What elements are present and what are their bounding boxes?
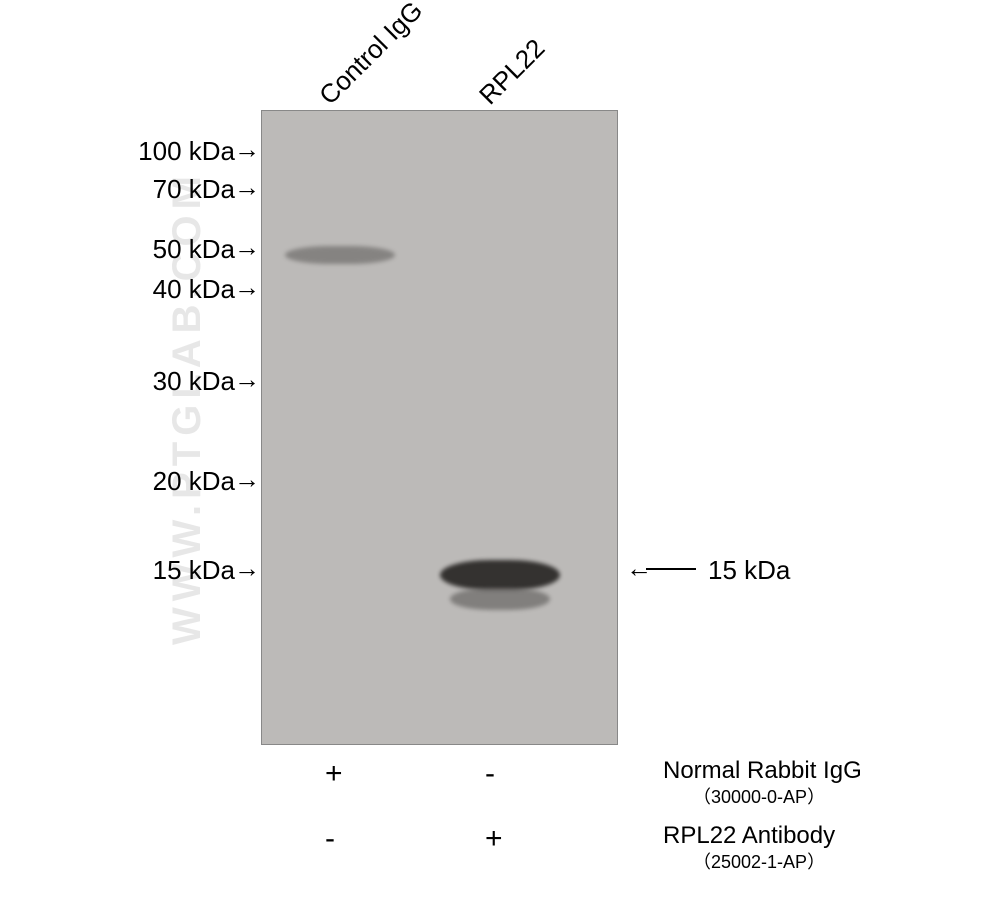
- arrow-right-icon: →: [234, 134, 260, 165]
- band: [285, 246, 395, 264]
- band: [440, 560, 560, 590]
- mw-marker-label: 15 kDa: [115, 555, 235, 586]
- mw-marker-label: 70 kDa: [115, 174, 235, 205]
- condition-sign: -: [325, 822, 335, 856]
- arrow-right-icon: →: [234, 553, 260, 584]
- mw-marker-label: 20 kDa: [115, 466, 235, 497]
- arrow-right-icon: →: [234, 464, 260, 495]
- arrow-tail: [646, 568, 696, 570]
- condition-sign: +: [485, 822, 503, 856]
- detected-band-label: 15 kDa: [708, 555, 790, 586]
- mw-marker-label: 40 kDa: [115, 274, 235, 305]
- mw-marker-label: 30 kDa: [115, 366, 235, 397]
- mw-marker-label: 50 kDa: [115, 234, 235, 265]
- mw-marker-label: 100 kDa: [115, 136, 235, 167]
- arrow-right-icon: →: [234, 172, 260, 203]
- arrow-right-icon: →: [234, 364, 260, 395]
- reagent-label: RPL22 Antibody: [663, 822, 835, 850]
- lane-label-control: Control IgG: [313, 0, 429, 111]
- arrow-right-icon: →: [234, 232, 260, 263]
- arrow-right-icon: →: [234, 272, 260, 303]
- reagent-sublabel: （25002-1-AP）: [693, 848, 825, 874]
- condition-sign: -: [485, 757, 495, 791]
- western-blot-membrane: [261, 110, 618, 745]
- band: [450, 588, 550, 610]
- lane-label-rpl22: RPL22: [473, 33, 551, 111]
- condition-sign: +: [325, 757, 343, 791]
- figure-container: WWW.PTGLAB.COM Control IgG RPL22 100 kDa…: [0, 0, 1000, 903]
- reagent-label: Normal Rabbit IgG: [663, 757, 862, 785]
- reagent-sublabel: （30000-0-AP）: [693, 783, 825, 809]
